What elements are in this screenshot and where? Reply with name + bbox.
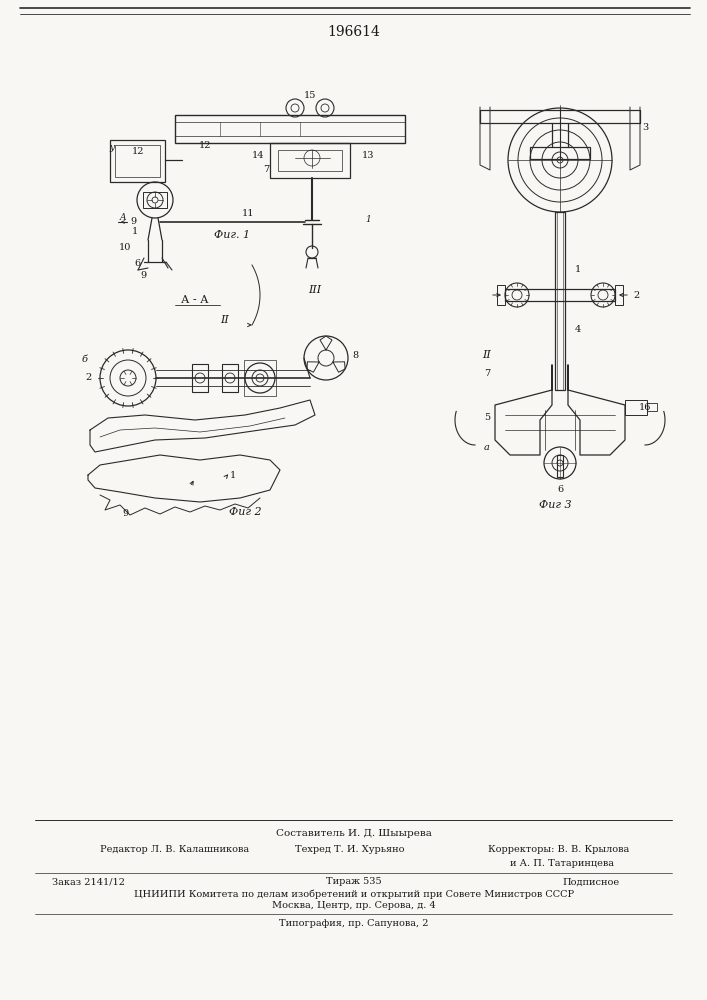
Text: Заказ 2141/12: Заказ 2141/12: [52, 878, 125, 886]
Text: Москва, Центр, пр. Серова, д. 4: Москва, Центр, пр. Серова, д. 4: [272, 902, 436, 910]
Bar: [497, 285, 505, 305]
Text: 2: 2: [85, 373, 91, 382]
Text: Тираж 535: Тираж 535: [326, 878, 382, 886]
Bar: [557, 455, 563, 477]
Text: 2: 2: [634, 290, 640, 300]
Text: II: II: [221, 315, 229, 325]
Text: и А. П. Татаринцева: и А. П. Татаринцева: [510, 859, 614, 868]
Bar: [278, 150, 342, 171]
Bar: [505, 289, 615, 301]
Bar: [110, 140, 165, 182]
Bar: [143, 192, 167, 208]
Text: ЦНИИПИ Комитета по делам изобретений и открытий при Совете Министров СССР: ЦНИИПИ Комитета по делам изобретений и о…: [134, 889, 574, 899]
Text: Составитель И. Д. Шыырева: Составитель И. Д. Шыырева: [276, 828, 432, 838]
Text: 16: 16: [639, 402, 651, 412]
Text: II: II: [483, 350, 491, 360]
Text: 12: 12: [132, 147, 144, 156]
Text: 196614: 196614: [327, 25, 380, 39]
Text: 3: 3: [642, 122, 648, 131]
Text: а: а: [484, 442, 490, 452]
Text: 14: 14: [252, 150, 264, 159]
Text: Редактор Л. В. Калашникова: Редактор Л. В. Калашникова: [100, 846, 249, 854]
Text: Фиг 2: Фиг 2: [228, 507, 262, 517]
Text: 9: 9: [140, 270, 146, 279]
Text: 10: 10: [119, 243, 132, 252]
Text: 12: 12: [199, 140, 211, 149]
Text: Техред Т. И. Хурьяно: Техред Т. И. Хурьяно: [295, 846, 404, 854]
Text: 7: 7: [263, 165, 269, 174]
Text: 9: 9: [130, 218, 136, 227]
Bar: [615, 285, 623, 305]
Text: 1: 1: [132, 228, 138, 236]
Bar: [175, 115, 405, 143]
Text: 6: 6: [134, 258, 140, 267]
Text: Корректоры: В. В. Крылова: Корректоры: В. В. Крылова: [488, 846, 629, 854]
Text: А - А: А - А: [181, 295, 209, 305]
Text: Фиг 3: Фиг 3: [539, 500, 571, 510]
Bar: [530, 147, 590, 159]
Text: 8: 8: [352, 352, 358, 360]
Bar: [222, 364, 238, 392]
Text: 15: 15: [304, 91, 316, 100]
Text: 1: 1: [230, 471, 236, 480]
Bar: [270, 143, 350, 178]
Text: Фиг. 1: Фиг. 1: [214, 230, 250, 240]
Text: Подписное: Подписное: [563, 878, 620, 886]
Text: 5: 5: [484, 412, 490, 422]
Bar: [647, 403, 657, 411]
Bar: [625, 400, 647, 415]
Text: 1: 1: [365, 216, 371, 225]
Text: y: y: [110, 143, 115, 152]
Text: 6: 6: [557, 486, 563, 494]
Text: 9: 9: [122, 510, 128, 518]
Text: 4: 4: [575, 326, 581, 334]
Text: 1: 1: [575, 265, 581, 274]
Bar: [192, 364, 208, 392]
Bar: [244, 360, 276, 396]
Text: 11: 11: [242, 209, 255, 218]
Text: 7: 7: [484, 368, 490, 377]
Text: III: III: [308, 285, 322, 295]
Text: 13: 13: [362, 150, 374, 159]
Text: б: б: [82, 356, 88, 364]
Text: Типография, пр. Сапунова, 2: Типография, пр. Сапунова, 2: [279, 918, 428, 928]
Text: A: A: [119, 214, 127, 223]
Bar: [555, 212, 565, 390]
Bar: [115, 145, 160, 177]
